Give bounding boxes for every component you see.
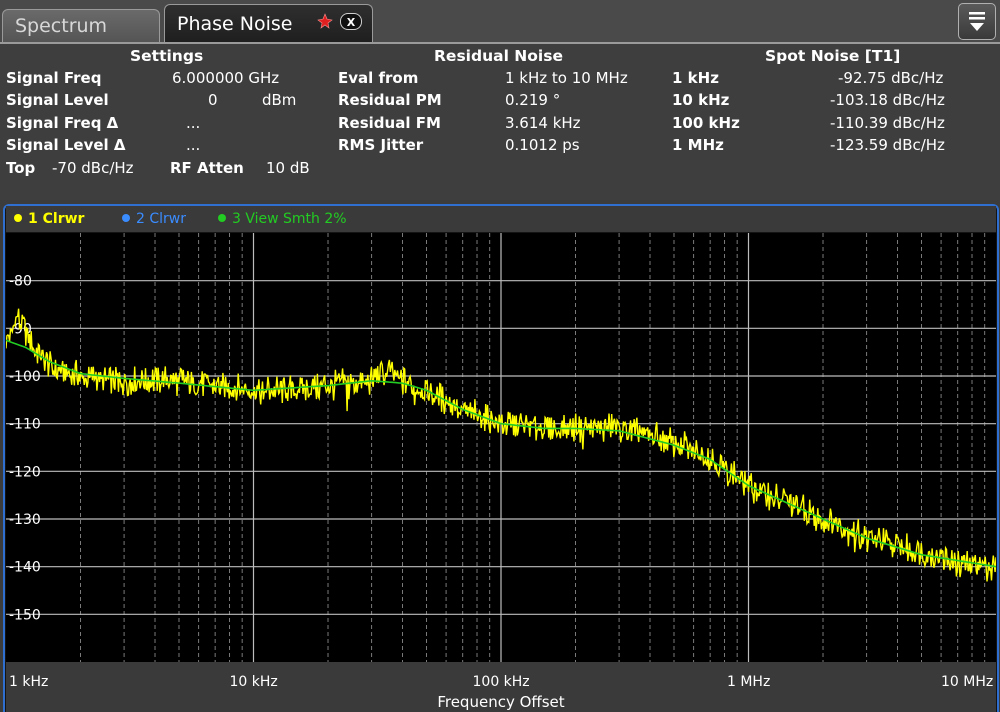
y-tick-label: -120: [9, 464, 41, 480]
tab-spectrum[interactable]: Spectrum: [2, 9, 160, 42]
spot-100khz-value: -110.39 dBc/Hz: [830, 114, 945, 132]
legend-trace-2[interactable]: 2 Clrwr: [122, 211, 186, 227]
signal-level-value: 0: [208, 91, 218, 109]
residual-pm-label: Residual PM: [338, 91, 442, 109]
menu-button[interactable]: [958, 3, 996, 40]
top-value: -70 dBc/Hz: [52, 159, 134, 177]
signal-freq-value: 6.000000 GHz: [172, 69, 280, 87]
top-label: Top: [6, 159, 36, 177]
spot-10khz-label: 10 kHz: [672, 91, 730, 109]
tab-bar: Spectrum Phase Noise X: [0, 0, 1000, 44]
signal-level-unit: dBm: [262, 91, 297, 109]
trace-legend: 1 Clrwr 2 Clrwr 3 View Smth 2%: [6, 206, 996, 232]
grid-major: [6, 233, 996, 662]
spot-1khz-value: -92.75 dBc/Hz: [838, 69, 944, 87]
rf-atten-label: RF Atten: [170, 159, 244, 177]
spot-100khz-label: 100 kHz: [672, 114, 740, 132]
settings-title: Settings: [130, 47, 204, 65]
x-tick-label: 1 kHz: [9, 674, 49, 690]
phase-noise-plot[interactable]: -80-90-100-110-120-130-140-150: [6, 233, 996, 662]
signal-freq-delta-value: ...: [186, 114, 201, 132]
spot-1khz-label: 1 kHz: [672, 69, 719, 87]
signal-freq-label: Signal Freq: [6, 69, 102, 87]
legend-trace-3[interactable]: 3 View Smth 2%: [218, 211, 347, 227]
x-axis-label: Frequency Offset: [437, 693, 565, 711]
y-tick-label: -110: [9, 417, 41, 433]
spot-1mhz-label: 1 MHz: [672, 136, 724, 154]
spot-noise-title: Spot Noise [T1]: [765, 47, 901, 65]
signal-freq-delta-label: Signal Freq Δ: [6, 114, 119, 132]
trace-3-dot: [218, 214, 226, 222]
legend-trace-1-label: 1 Clrwr: [28, 211, 85, 227]
y-tick-label: -150: [9, 607, 41, 623]
tab-divider: [0, 42, 1000, 44]
trace-1-line: [6, 308, 996, 582]
signal-level-label: Signal Level: [6, 91, 109, 109]
signal-level-delta-value: ...: [186, 136, 201, 154]
signal-level-delta-label: Signal Level Δ: [6, 136, 126, 154]
menu-icon: [969, 12, 985, 31]
tab-phase-noise[interactable]: Phase Noise X: [164, 4, 373, 42]
x-tick-label: 1 MHz: [727, 674, 771, 690]
eval-from-label: Eval from: [338, 69, 419, 87]
close-icon[interactable]: X: [340, 13, 362, 30]
legend-trace-1[interactable]: 1 Clrwr: [14, 211, 84, 227]
residual-noise-title: Residual Noise: [434, 47, 563, 65]
y-tick-label: -140: [9, 560, 41, 576]
y-tick-label: -100: [9, 369, 41, 385]
legend-trace-2-label: 2 Clrwr: [136, 211, 186, 227]
grid-minor: [80, 233, 986, 662]
x-tick-label: 10 kHz: [229, 674, 278, 690]
tab-spectrum-label: Spectrum: [15, 15, 108, 37]
trace-1-dot: [14, 214, 22, 222]
residual-fm-label: Residual FM: [338, 114, 441, 132]
pin-icon[interactable]: [317, 13, 333, 29]
rms-jitter-label: RMS Jitter: [338, 136, 424, 154]
residual-fm-value: 3.614 kHz: [505, 114, 581, 132]
legend-trace-3-label: 3 View Smth 2%: [232, 211, 347, 227]
residual-pm-value: 0.219 °: [505, 91, 561, 109]
y-tick-labels: -80-90-100-110-120-130-140-150: [9, 274, 41, 624]
spot-1mhz-value: -123.59 dBc/Hz: [830, 136, 945, 154]
rf-atten-value: 10 dB: [266, 159, 310, 177]
y-tick-label: -130: [9, 512, 41, 528]
x-tick-label: 100 kHz: [472, 674, 530, 690]
y-tick-label: -80: [9, 274, 32, 290]
x-axis-bar: 1 kHz 10 kHz 100 kHz 1 MHz 10 MHz Frequency …: [6, 662, 996, 712]
trace-2-dot: [122, 214, 130, 222]
rms-jitter-value: 0.1012 ps: [505, 136, 580, 154]
tab-phase-noise-label: Phase Noise: [177, 12, 293, 35]
x-tick-label: 10 MHz: [941, 674, 994, 690]
measurement-info-panel: Settings Signal Freq 6.000000 GHz Signal…: [0, 44, 1000, 200]
traces: [6, 308, 996, 582]
spot-10khz-value: -103.18 dBc/Hz: [830, 91, 945, 109]
trace-3-line: [6, 339, 996, 568]
eval-from-value: 1 kHz to 10 MHz: [505, 69, 628, 87]
